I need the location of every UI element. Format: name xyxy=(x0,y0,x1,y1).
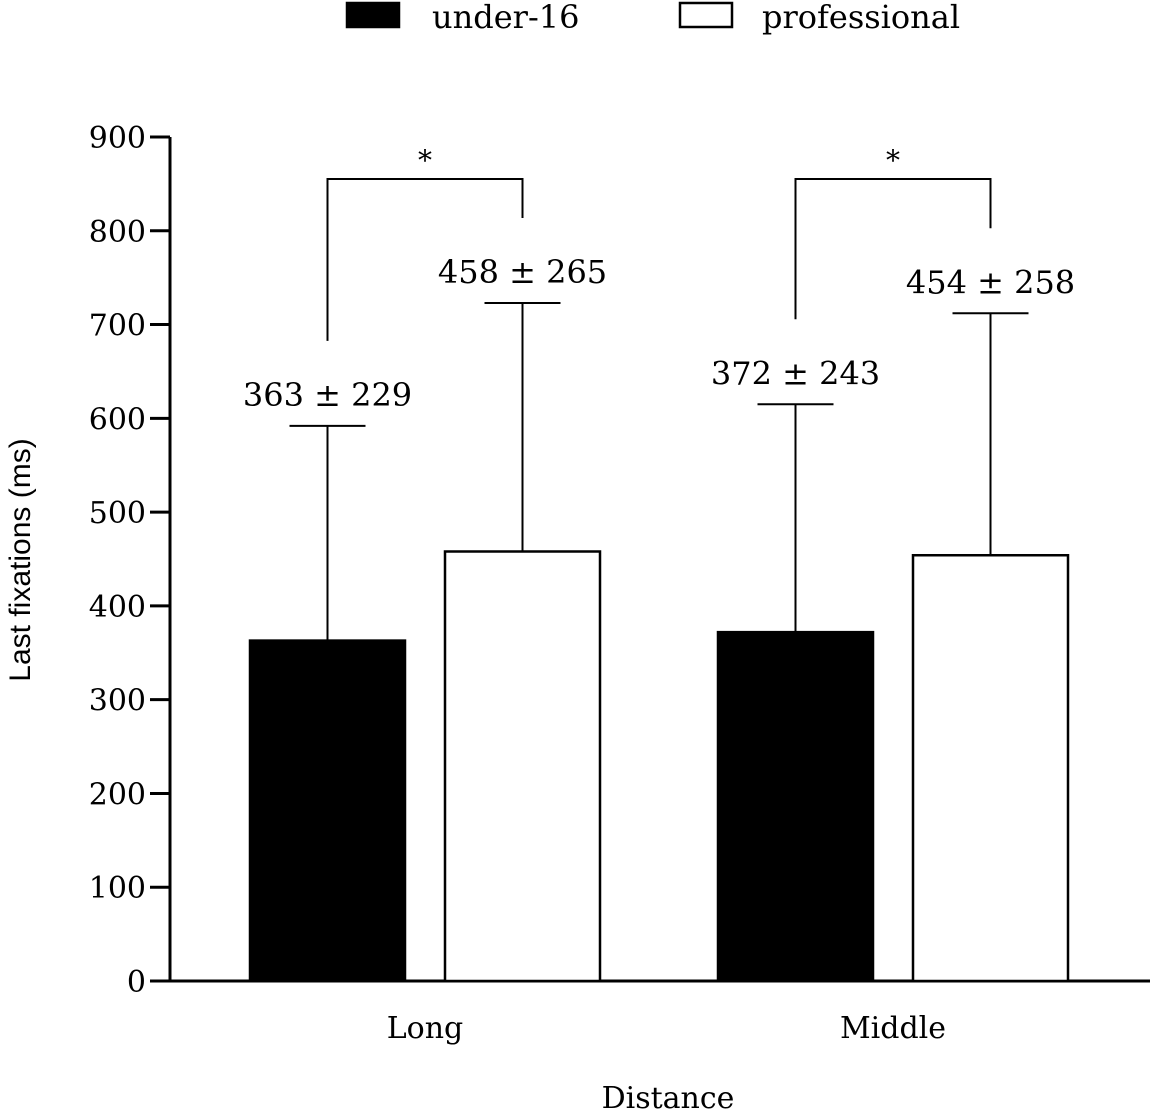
y-tick-label: 500 xyxy=(89,496,146,531)
significance-label: * xyxy=(418,144,432,177)
y-tick-label: 600 xyxy=(89,402,146,437)
significance-bracket xyxy=(794,178,992,320)
y-tick-label: 700 xyxy=(89,309,146,344)
legend-swatch-under-16 xyxy=(345,1,401,29)
bar-professional xyxy=(443,550,602,983)
y-axis: 0 100 200 300 400 500 600 700 800 900 xyxy=(89,121,172,1000)
value-label: 454 ± 258 xyxy=(906,263,1075,301)
y-tick-label: 400 xyxy=(89,590,146,625)
y-tick-label: 0 xyxy=(127,965,146,1000)
value-label: 458 ± 265 xyxy=(438,253,607,291)
x-axis: Long Middle xyxy=(150,979,1150,1046)
legend-label: under-16 xyxy=(432,0,579,36)
y-tick-label: 200 xyxy=(89,777,146,812)
significance-label: * xyxy=(886,144,900,177)
value-labels: 363 ± 229 372 ± 243 458 ± 265 454 ± 258 xyxy=(243,253,1075,414)
significance-bracket xyxy=(326,178,524,341)
bars xyxy=(248,550,1070,983)
significance-brackets: * * xyxy=(326,144,992,341)
y-tick-label: 800 xyxy=(89,215,146,250)
legend: under-16 professional xyxy=(345,0,960,36)
bar-professional xyxy=(911,553,1070,983)
y-axis-title: Last fixations (ms) xyxy=(4,438,37,681)
x-axis-title: Distance xyxy=(602,1081,735,1115)
x-tick-label: Long xyxy=(387,1011,464,1046)
value-label: 372 ± 243 xyxy=(711,354,880,392)
value-label: 363 ± 229 xyxy=(243,376,412,414)
y-tick-label: 100 xyxy=(89,871,146,906)
y-tick-label: 900 xyxy=(89,121,146,156)
legend-label: professional xyxy=(762,0,960,36)
legend-swatch-professional xyxy=(678,1,734,29)
x-tick-label: Middle xyxy=(840,1011,946,1046)
bar-under-16 xyxy=(248,639,407,983)
error-bars xyxy=(289,301,1029,641)
bar-under-16 xyxy=(716,630,875,983)
y-tick-label: 300 xyxy=(89,684,146,719)
